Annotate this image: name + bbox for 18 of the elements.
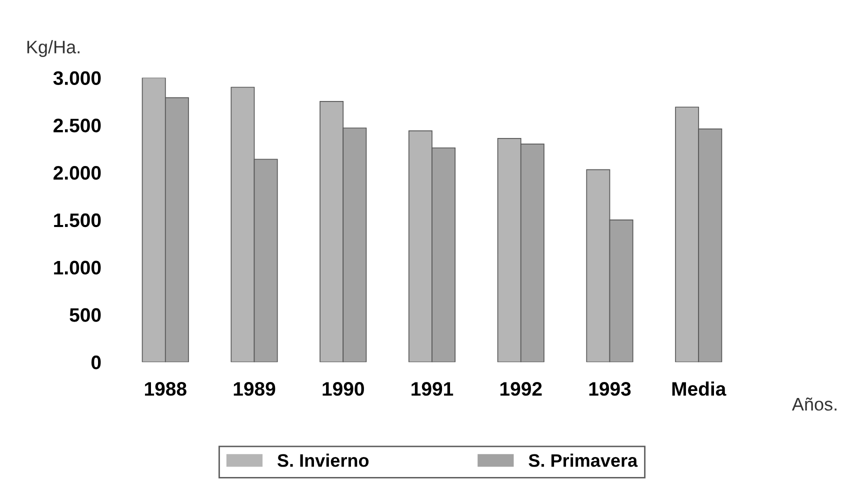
legend-label: S. Invierno [278,454,369,467]
y-tick-label: 500 [70,308,101,322]
y-tick-label: 1.000 [54,260,101,275]
x-tick-label: 1990 [322,382,364,396]
y-tick-label: 3.000 [53,71,101,86]
x-tick-label: 1993 [589,382,631,396]
x-tick-label: 1992 [500,382,542,396]
y-tick-label: 2.500 [54,118,101,132]
y-tick-label: 1.500 [54,213,101,228]
x-tick-label: 1989 [234,382,276,396]
x-tick-label: Media [672,382,726,396]
x-tick-label: 1988 [144,382,186,396]
x-tick-label: 1991 [412,382,454,396]
x-axis-title: Años. [792,398,836,411]
legend-label: S. Primavera [528,454,638,467]
y-axis-title: Kg/Ha. [27,40,80,58]
y-tick-label: 2.000 [54,166,101,180]
y-tick-label: 0 [91,356,101,370]
